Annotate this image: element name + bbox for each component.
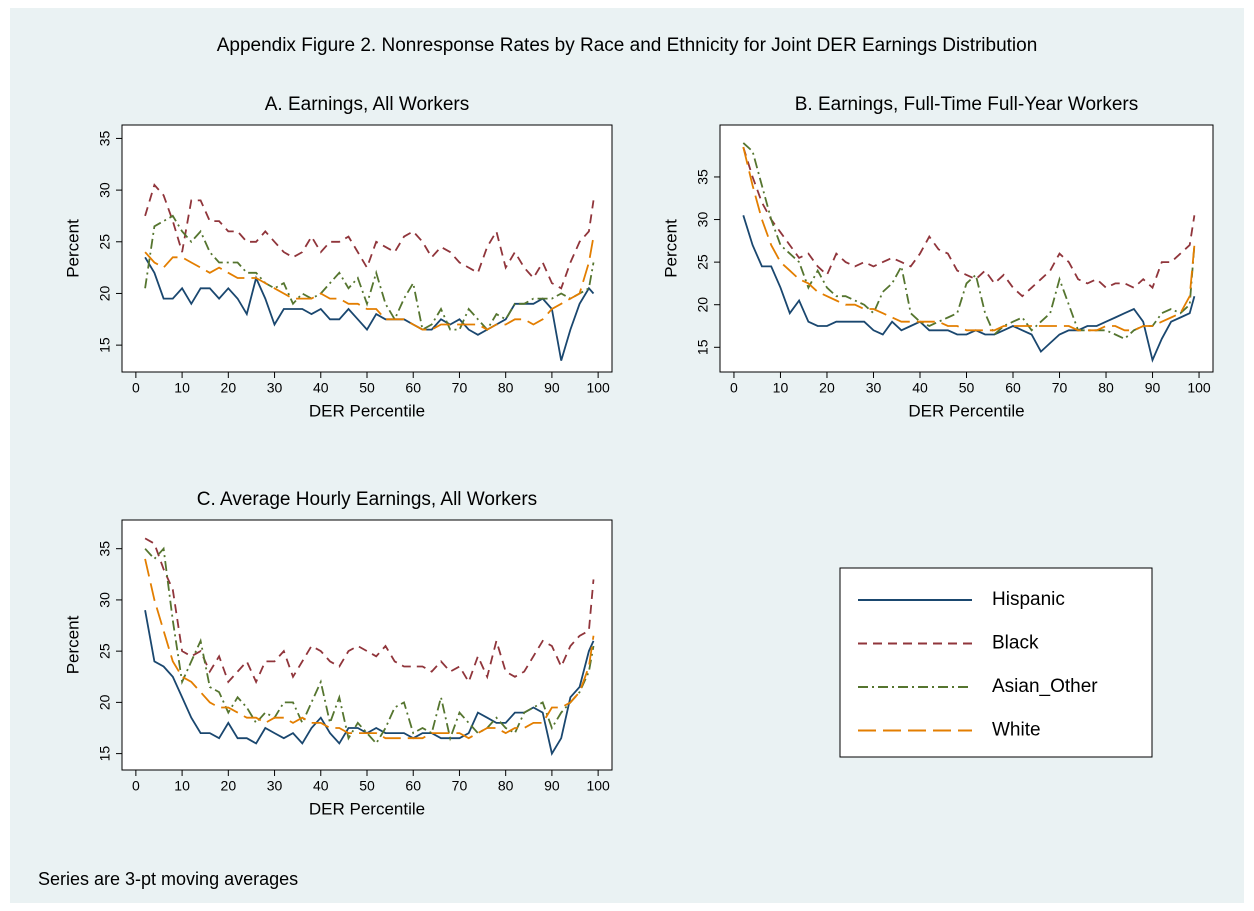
chart-title: B. Earnings, Full-Time Full-Year Workers (795, 94, 1139, 115)
chart-title: C. Average Hourly Earnings, All Workers (197, 489, 537, 510)
y-tick-label: 30 (97, 182, 113, 198)
y-tick-label: 25 (695, 254, 711, 270)
note: Series are 3-pt moving averages (38, 869, 298, 889)
series-line (144, 214, 595, 332)
x-tick-label: 60 (405, 778, 421, 794)
x-tick-label: 10 (174, 778, 190, 794)
x-tick-label: 50 (959, 380, 975, 396)
x-tick-label: 100 (586, 380, 610, 396)
series-line (144, 558, 595, 740)
series-line (144, 537, 595, 685)
x-tick-label: 50 (359, 380, 375, 396)
x-tick-label: 70 (1052, 380, 1068, 396)
x-axis-label: DER Percentile (908, 401, 1024, 420)
x-tick-label: 80 (498, 380, 514, 396)
y-tick-label: 35 (695, 169, 711, 185)
legend-label: Asian_Other (992, 676, 1098, 697)
y-tick-label: 35 (97, 130, 113, 146)
x-axis-label: DER Percentile (309, 401, 425, 420)
x-tick-label: 70 (452, 778, 468, 794)
x-tick-label: 100 (1187, 380, 1211, 396)
x-tick-label: 100 (586, 778, 610, 794)
x-tick-label: 30 (267, 380, 283, 396)
y-tick-label: 35 (97, 541, 113, 557)
x-axis-label: DER Percentile (309, 799, 425, 818)
series-line (742, 146, 1196, 332)
x-tick-label: 70 (452, 380, 468, 396)
x-tick-label: 90 (544, 778, 560, 794)
x-tick-label: 0 (132, 778, 140, 794)
series-line (742, 146, 1196, 298)
x-tick-label: 90 (1145, 380, 1161, 396)
plot-area (121, 124, 613, 373)
y-tick-label: 20 (97, 694, 113, 710)
x-tick-label: 10 (773, 380, 789, 396)
y-tick-label: 15 (695, 339, 711, 355)
y-tick-label: 15 (97, 746, 113, 762)
series-line (742, 215, 1196, 363)
x-tick-label: 80 (1098, 380, 1114, 396)
series-line (144, 546, 595, 745)
legend-label: Black (992, 633, 1039, 654)
x-tick-label: 0 (132, 380, 140, 396)
x-tick-label: 60 (405, 380, 421, 396)
plot-area (121, 519, 613, 771)
y-axis-label: Percent (63, 615, 82, 674)
legend-label: Hispanic (992, 589, 1065, 610)
y-tick-label: 30 (695, 212, 711, 228)
figure-title: Appendix Figure 2. Nonresponse Rates by … (217, 35, 1038, 56)
x-tick-label: 40 (313, 380, 329, 396)
x-tick-label: 40 (313, 778, 329, 794)
y-tick-label: 30 (97, 592, 113, 608)
x-tick-label: 80 (498, 778, 514, 794)
x-tick-label: 0 (730, 380, 738, 396)
y-tick-label: 25 (97, 234, 113, 250)
x-tick-label: 40 (912, 380, 928, 396)
x-tick-label: 20 (221, 778, 237, 794)
y-tick-label: 20 (695, 297, 711, 313)
y-axis-label: Percent (63, 219, 82, 278)
x-tick-label: 20 (221, 380, 237, 396)
x-tick-label: 30 (267, 778, 283, 794)
legend-label: White (992, 720, 1041, 741)
x-tick-label: 90 (544, 380, 560, 396)
series-line (144, 183, 595, 290)
x-tick-label: 20 (819, 380, 835, 396)
y-tick-label: 20 (97, 285, 113, 301)
series-line (742, 142, 1196, 340)
y-tick-label: 15 (97, 337, 113, 353)
x-tick-label: 30 (866, 380, 882, 396)
x-tick-label: 50 (359, 778, 375, 794)
y-axis-label: Percent (661, 219, 680, 278)
x-tick-label: 60 (1005, 380, 1021, 396)
y-tick-label: 25 (97, 643, 113, 659)
chart-title: A. Earnings, All Workers (265, 94, 470, 115)
series-line (144, 610, 595, 756)
series-line (144, 236, 595, 331)
x-tick-label: 10 (174, 380, 190, 396)
